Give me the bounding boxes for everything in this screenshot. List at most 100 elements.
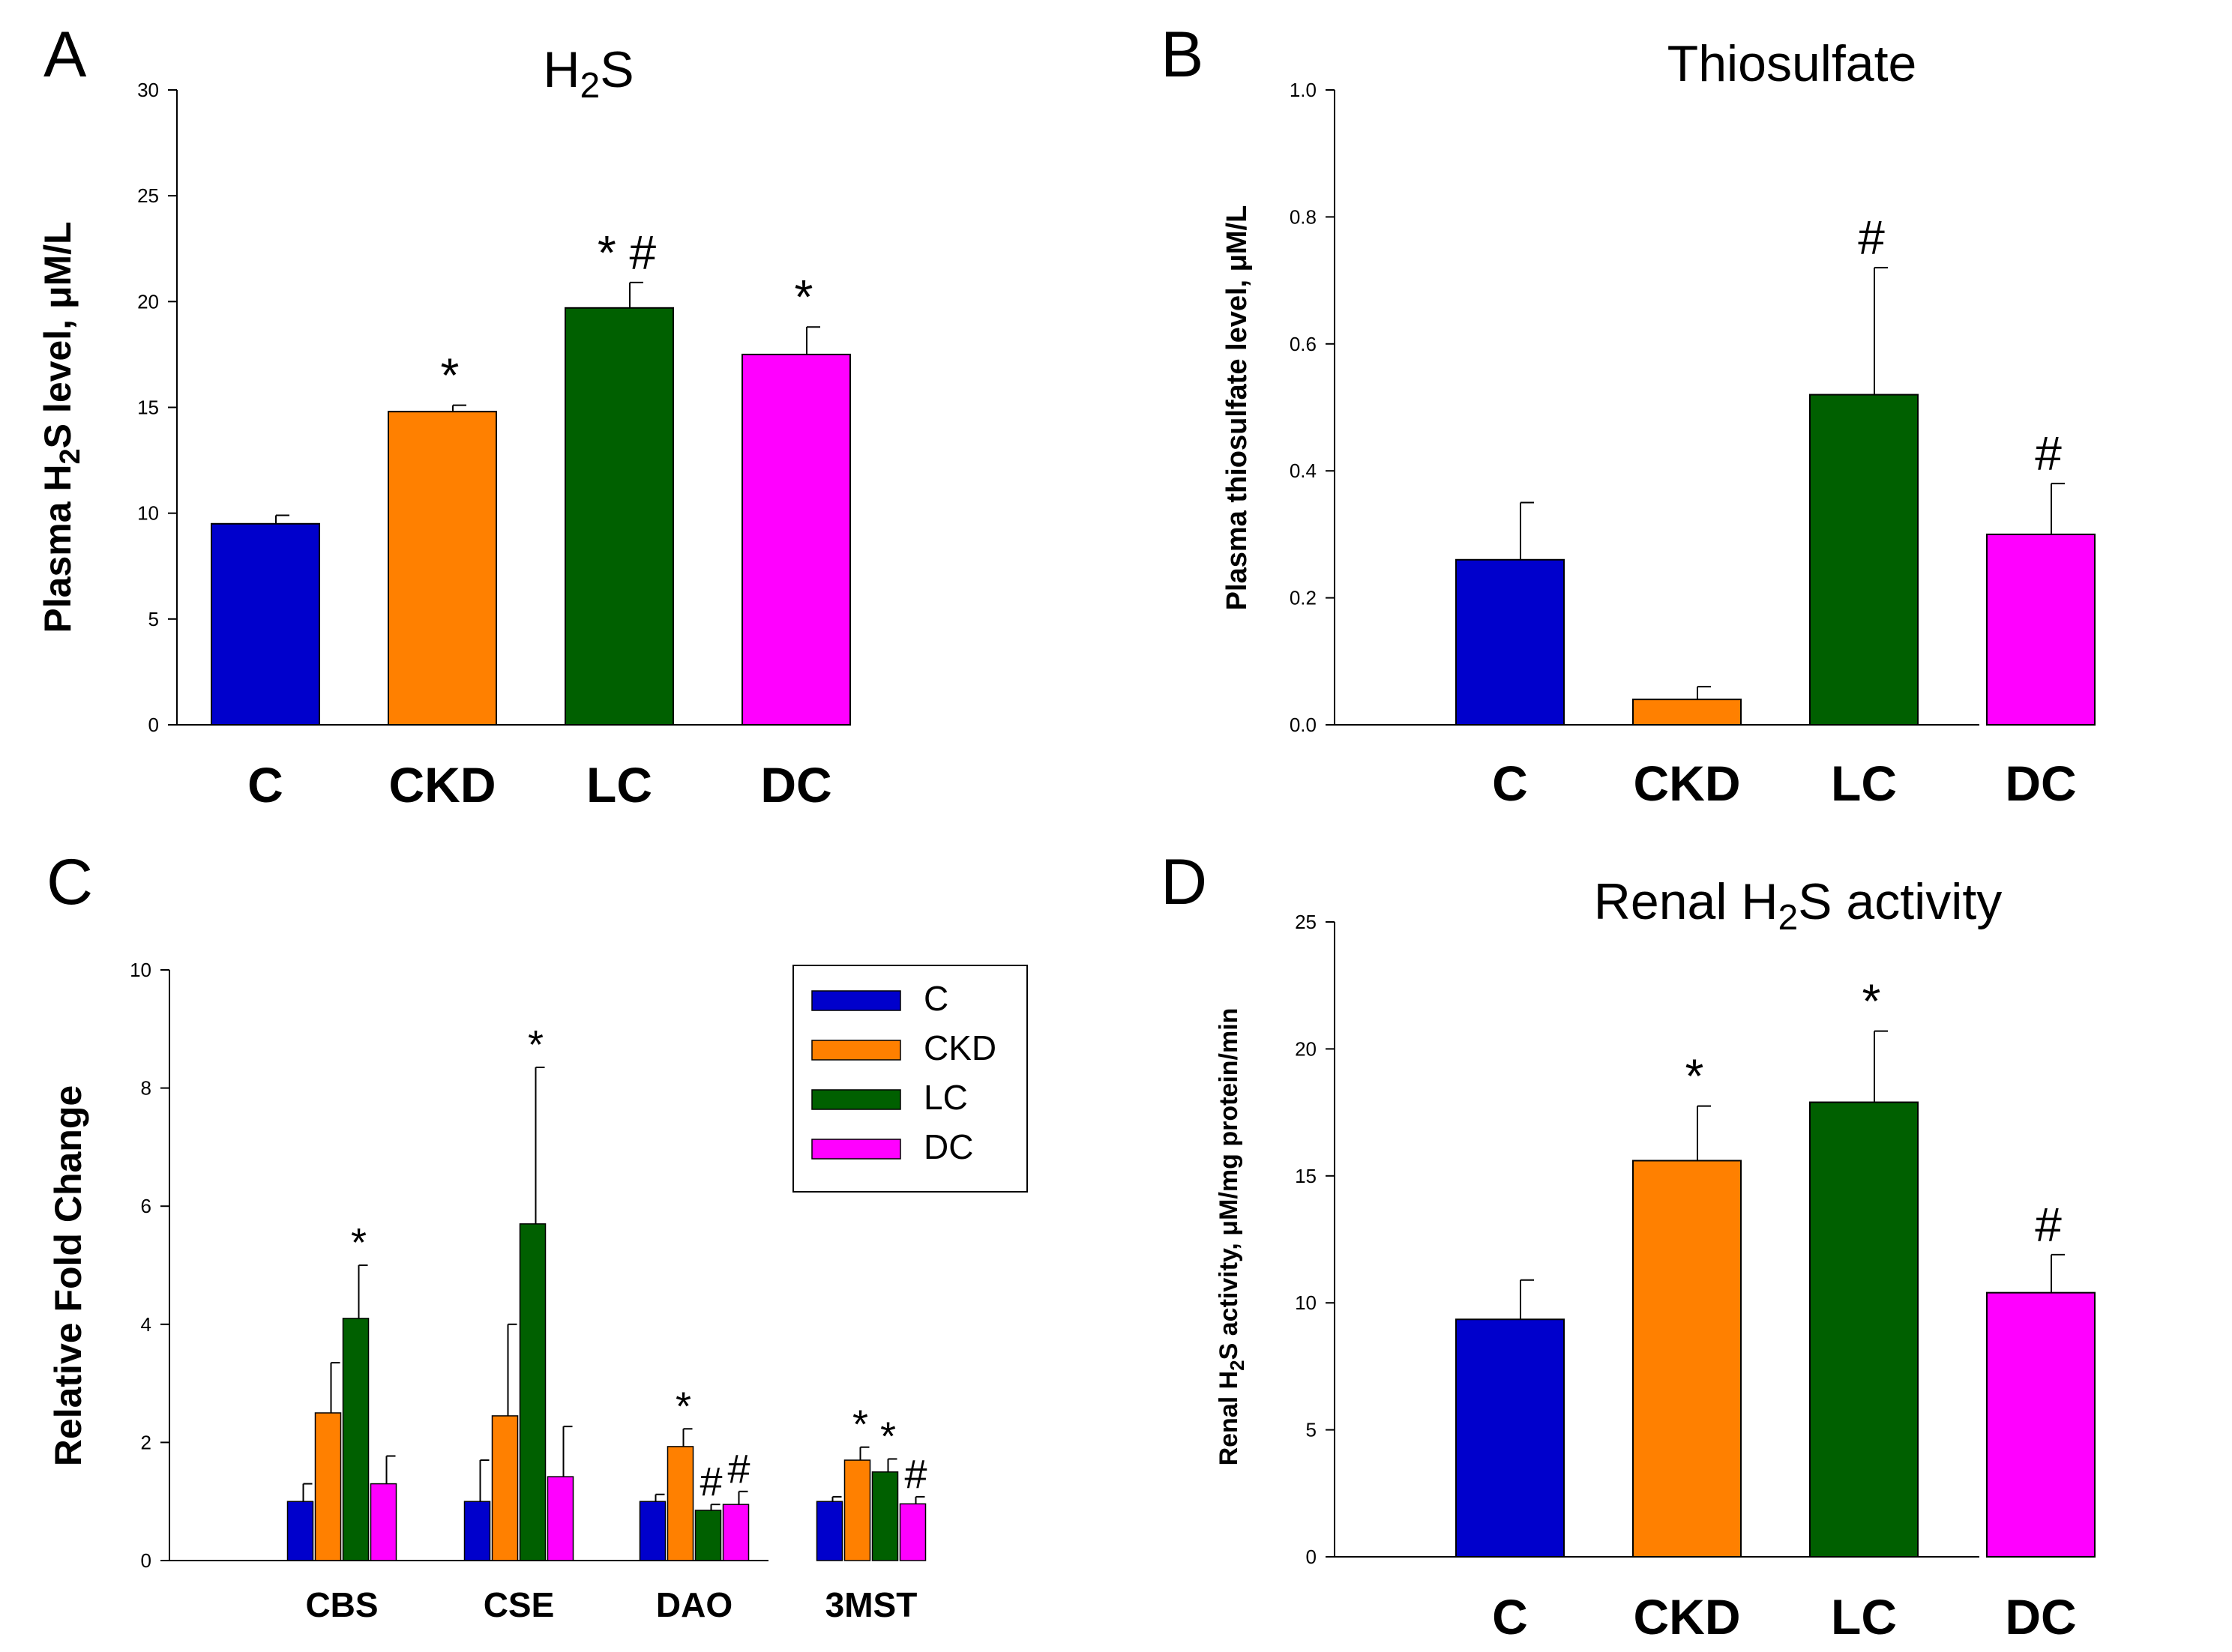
significance-marker: # — [1858, 211, 1885, 265]
panel-d-ylabel: Renal H2S activity, μM/mg protein/min — [1215, 1008, 1248, 1466]
legend: C CKD LC DC — [792, 965, 1028, 1193]
y-tick-label: 0.4 — [1290, 459, 1317, 482]
y-tick-label: 2 — [141, 1431, 151, 1453]
y-tick-label: 15 — [137, 397, 159, 419]
legend-label-c: C — [924, 979, 948, 1018]
significance-marker: # — [2035, 426, 2062, 480]
bar-cbs-ckd — [314, 1412, 342, 1561]
category-label-lc: LC — [1831, 756, 1897, 811]
panel-c-ylabel: Relative Fold Change — [47, 1085, 89, 1466]
panel-letter-a: A — [43, 19, 87, 91]
panel-letter-b: B — [1161, 19, 1203, 91]
category-label-lc: LC — [586, 757, 652, 813]
bar-cse-c — [463, 1501, 491, 1561]
significance-marker: * — [880, 1414, 896, 1459]
legend-label-lc: LC — [924, 1078, 968, 1117]
panel-letter-c: C — [46, 846, 93, 918]
y-tick-label: 20 — [137, 290, 159, 313]
bar-ckd — [388, 411, 497, 726]
panel-c: C Relative Fold Change 0 2 4 6 8 10 CBS CSE DAO 3… — [46, 846, 1028, 1624]
panel-d: D Renal H2S activity Renal H2S activity,… — [1161, 846, 2096, 1645]
bar-cse-lc — [519, 1223, 547, 1561]
bar-c — [1455, 1318, 1565, 1558]
category-label-cbs: CBS — [305, 1585, 378, 1624]
legend-label-dc: DC — [924, 1127, 973, 1166]
significance-marker: * — [1685, 1049, 1704, 1103]
bar-cbs-c — [286, 1501, 314, 1561]
y-tick-label: 10 — [130, 959, 151, 981]
y-tick-label: 0 — [141, 1549, 151, 1572]
significance-marker: * — [676, 1384, 691, 1429]
bar-cbs-lc — [342, 1318, 370, 1561]
panel-b: B Thiosulfate Plasma thiosulfate level, … — [1161, 19, 2096, 811]
bar-dao-dc — [722, 1504, 750, 1561]
y-tick-label: 0.8 — [1290, 205, 1317, 228]
panel-b-ylabel: Plasma thiosulfate level, μM/L — [1221, 205, 1253, 611]
bar-lc — [565, 307, 674, 726]
y-tick-label: 0 — [148, 714, 159, 736]
bar-cse-dc — [547, 1476, 574, 1561]
legend-label-ckd: CKD — [924, 1028, 996, 1067]
category-label-c: C — [1492, 756, 1528, 811]
panel-a: A H2S Plasma H2S level, μM/L 0 5 10 15 20 25 3… — [37, 19, 851, 813]
y-tick-label: 8 — [141, 1077, 151, 1100]
category-label-ckd: CKD — [1634, 1589, 1741, 1645]
y-tick-label: 0.6 — [1290, 333, 1317, 355]
significance-marker: * — [795, 270, 813, 324]
y-tick-label: 20 — [1295, 1037, 1317, 1060]
panel-letter-d: D — [1161, 846, 1207, 918]
category-label-cse: CSE — [484, 1585, 555, 1624]
significance-marker: # — [904, 1452, 927, 1497]
significance-marker: * — [852, 1402, 868, 1447]
legend-swatch-dc — [811, 1139, 901, 1160]
y-tick-label: 6 — [141, 1195, 151, 1217]
category-label-dao: DAO — [656, 1585, 733, 1624]
y-tick-label: 1.0 — [1290, 79, 1317, 101]
significance-marker: # — [2035, 1198, 2062, 1252]
category-label-dc: DC — [760, 757, 831, 813]
panel-a-ylabel: Plasma H2S level, μM/L — [37, 221, 86, 633]
legend-swatch-ckd — [811, 1040, 901, 1061]
category-label-ckd: CKD — [1634, 756, 1741, 811]
y-tick-label: 30 — [137, 79, 159, 101]
bar-3mst-dc — [899, 1503, 927, 1561]
y-tick-label: 5 — [148, 608, 159, 630]
bar-cbs-dc — [370, 1483, 397, 1561]
y-tick-label: 0.2 — [1290, 587, 1317, 609]
category-label-lc: LC — [1831, 1589, 1897, 1645]
bar-ckd — [1632, 699, 1742, 726]
significance-marker: * — [441, 349, 460, 403]
bar-ckd — [1632, 1160, 1742, 1558]
bar-dao-c — [639, 1501, 667, 1561]
bar-dao-ckd — [667, 1446, 694, 1561]
panel-d-title: Renal H2S activity — [1594, 873, 2002, 938]
y-tick-label: 25 — [1295, 911, 1317, 933]
category-label-ckd: CKD — [389, 757, 496, 813]
bar-lc — [1809, 1101, 1919, 1558]
bar-dc — [1986, 533, 2096, 726]
significance-marker: # — [700, 1459, 722, 1504]
panel-a-title: H2S — [543, 41, 634, 106]
bar-dao-lc — [694, 1510, 722, 1561]
bar-3mst-ckd — [843, 1459, 871, 1561]
category-label-c: C — [1492, 1589, 1528, 1645]
bar-dc — [1986, 1291, 2096, 1558]
significance-marker: * — [351, 1220, 367, 1265]
y-tick-label: 10 — [137, 502, 159, 525]
y-tick-label: 5 — [1306, 1419, 1317, 1441]
bar-dc — [742, 353, 851, 726]
bar-c — [211, 522, 320, 726]
legend-swatch-c — [811, 990, 901, 1011]
panel-b-title: Thiosulfate — [1667, 35, 1917, 92]
y-tick-label: 25 — [137, 184, 159, 207]
category-label-3mst: 3MST — [825, 1585, 918, 1624]
y-tick-label: 15 — [1295, 1165, 1317, 1187]
bar-lc — [1809, 394, 1919, 726]
category-label-c: C — [247, 757, 283, 813]
y-tick-label: 10 — [1295, 1291, 1317, 1314]
y-tick-label: 0.0 — [1290, 714, 1317, 736]
significance-marker: * — [528, 1022, 544, 1067]
bar-c — [1455, 558, 1565, 726]
significance-marker: # — [727, 1447, 750, 1492]
